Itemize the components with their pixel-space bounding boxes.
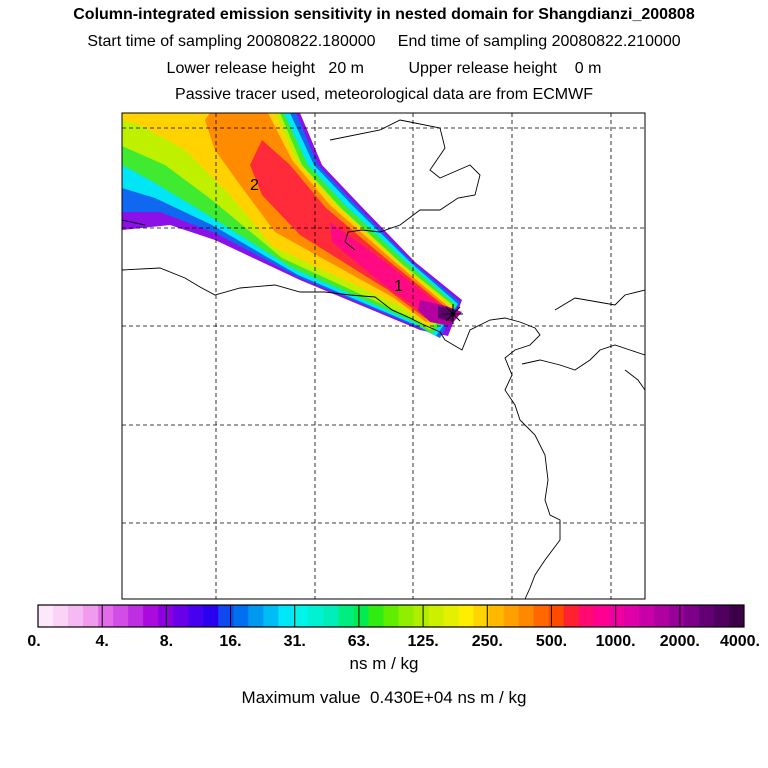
colorbar-tick-label: 2000. [660,633,700,650]
colorbar-cell [728,605,745,627]
emission-sensitivity-map: 1 2 [121,112,646,600]
tracer-info-line: Passive tracer used, meteorological data… [175,86,593,103]
plot-frame [121,112,646,600]
point-label-1: 1 [394,278,403,295]
colorbar-cell [428,605,445,627]
colorbar-cell [473,605,490,627]
colorbar-cell [578,605,595,627]
colorbar-tick-label: 500. [536,633,567,650]
colorbar-cell [68,605,84,627]
point-label-2: 2 [250,177,259,194]
plume-layer [122,113,462,338]
colorbar-tick-label: 16. [219,633,241,650]
colorbar-unit: ns m / kg [349,654,419,673]
colorbar-cell [653,605,670,627]
start-time-label: Start time of sampling 20080822.180000 [87,33,376,50]
sampling-time-line: Start time of sampling 20080822.180000 E… [0,33,768,51]
max-value-label: Maximum value 0.430E+04 ns m / kg [241,688,527,707]
colorbar-cell [53,605,69,627]
colorbar-cell [353,605,369,627]
receptor-line-d2 [445,306,461,322]
colorbar-tick-label: 250. [472,633,503,650]
colorbar-cell [398,605,415,627]
end-time-label: End time of sampling 20080822.210000 [397,33,681,50]
colorbar-ticks [101,605,681,627]
release-height-line: Lower release height 20 m Upper release … [0,60,768,78]
colorbar-tick-label: 4000. [720,633,760,650]
colorbar-cell [443,605,460,627]
colorbar-cell [563,605,580,627]
colorbar-cell [368,605,384,627]
border-east [521,344,645,371]
island-east [624,369,645,391]
colorbar-cell [533,605,550,627]
upper-release-label: Upper release height 0 m [408,60,602,77]
colorbar-cell [218,605,234,627]
colorbar-cell [338,605,354,627]
colorbar-cell [668,605,685,627]
colorbar-cell [113,605,129,627]
chart-title: Column-integrated emission sensitivity i… [73,6,695,23]
colorbar-tick-label: 8. [160,633,173,650]
colorbar-cell [518,605,535,627]
colorbar-cell [488,605,505,627]
colorbar-cell [713,605,730,627]
receptor-marker [443,304,463,324]
colorbar-tick-label: 63. [348,633,370,650]
colorbar-cell [233,605,249,627]
colorbar-cell [128,605,144,627]
colorbar-cell [458,605,475,627]
colorbar-cell [173,605,189,627]
colorbar-labels: 0. 4. 8. 16. 31. 63. 125. 250. 500. 1000. 2000. 400… [27,633,760,650]
lower-release-label: Lower release height 20 m [166,60,364,77]
colorbar-cell [383,605,400,627]
colorbar-cell [638,605,655,627]
colorbar-cell [293,605,309,627]
colorbar-tick-label: 1000. [596,633,636,650]
colorbar-cell [143,605,159,627]
plume-band-magenta [330,222,446,316]
colorbar-tick-label: 0. [27,633,40,650]
colorbar-cell [203,605,219,627]
colorbar-cell [38,605,54,627]
colorbar-cell [503,605,520,627]
coastline-east [554,289,645,311]
colorbar-cell [608,605,625,627]
colorbar-frame [37,604,745,628]
colorbar-cell [83,605,99,627]
coastline-west [122,267,446,341]
colorbar-cell [248,605,264,627]
colorbar-cell [698,605,715,627]
colorbar-cell [623,605,640,627]
colorbar-cell [593,605,610,627]
colorbar-tick-label: 31. [284,633,306,650]
colorbar-cell [308,605,324,627]
colorbar-cell [323,605,339,627]
colorbar-cell [683,605,700,627]
coastline-north [329,119,481,251]
border-inland [122,219,146,226]
colorbar-tick-label: 125. [408,633,439,650]
colorbar: 0. 4. 8. 16. 31. 63. 125. 250. 500. 1000. 2000. 400… [27,604,760,650]
colorbar-cell [278,605,294,627]
colorbar-cell [188,605,204,627]
colorbar-cell [413,605,430,627]
colorbar-cell [263,605,279,627]
colorbar-cells [38,605,745,627]
coastline-peninsula [444,317,561,599]
colorbar-cell [98,605,114,627]
coastlines [122,119,645,599]
colorbar-tick-label: 4. [96,633,109,650]
graticule [122,113,645,599]
colorbar-cell [548,605,565,627]
